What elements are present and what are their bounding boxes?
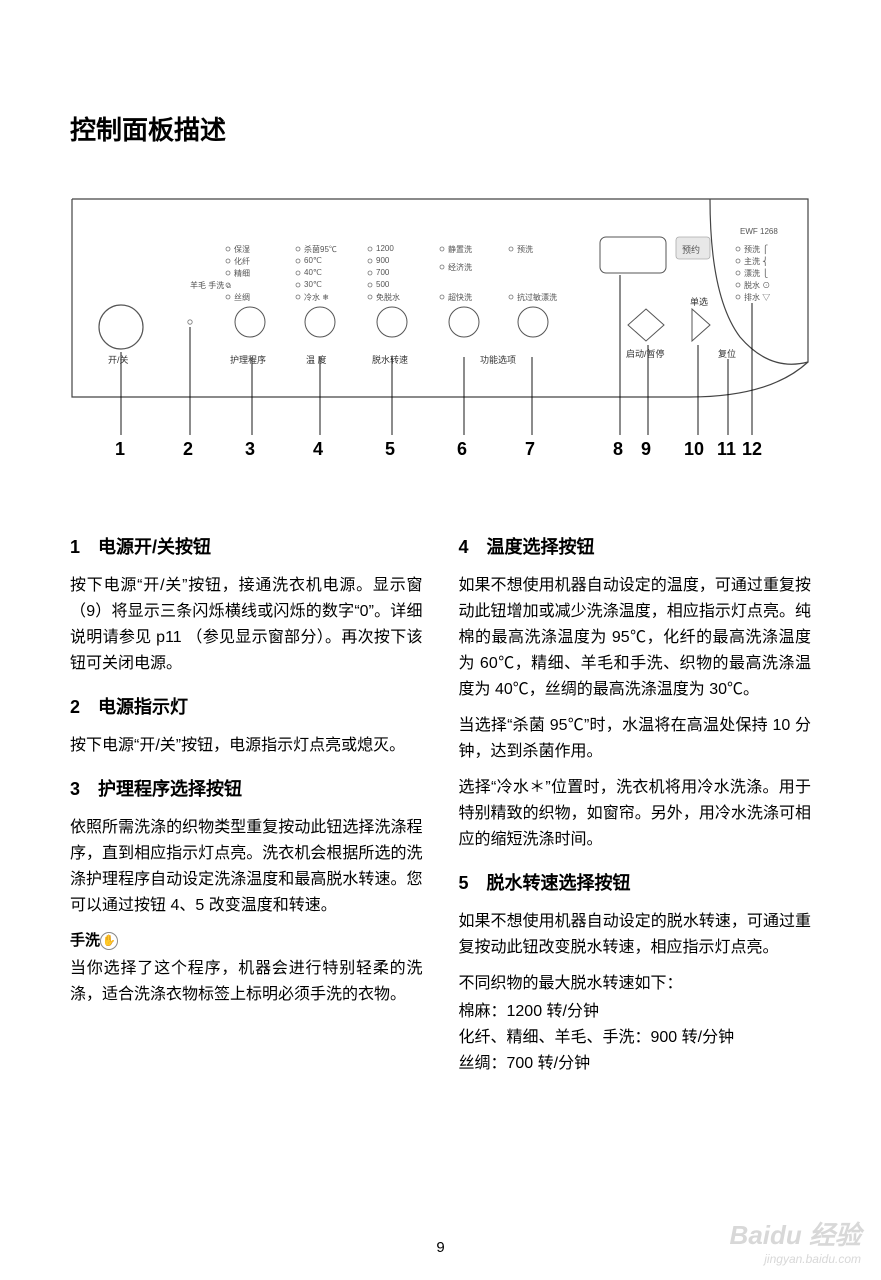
led-label: 静置洗 <box>448 244 472 255</box>
led-label: 羊毛 手洗 ⌂ <box>190 280 231 291</box>
callout-8: 8 <box>613 439 623 460</box>
section-num: 1 <box>70 537 98 558</box>
knob-label: 功能选项 <box>480 353 516 366</box>
section-2-body: 按下电源“开/关”按钮，电源指示灯点亮或熄灭。 <box>70 733 423 759</box>
section-5-p2: 不同织物的最大脱水转速如下： <box>459 971 812 997</box>
spin-cotton: 棉麻：1200 转/分钟 <box>459 999 812 1025</box>
section-num: 4 <box>459 537 487 558</box>
callout-10: 10 <box>684 439 704 460</box>
callout-5: 5 <box>385 439 395 460</box>
section-1-body: 按下电源“开/关”按钮，接通洗衣机电源。显示窗（9）将显示三条闪烁横线或闪烁的数… <box>70 573 423 677</box>
led-label: 40℃ <box>304 268 322 277</box>
led-label: 漂洗 ⎩ <box>744 268 768 279</box>
knob-label: 温 度 <box>306 353 327 366</box>
section-4-p1: 如果不想使用机器自动设定的温度，可通过重复按动此钮增加或减少洗涤温度，相应指示灯… <box>459 573 812 703</box>
callout-1: 1 <box>115 439 125 460</box>
text-columns: 1电源开/关按钮 按下电源“开/关”按钮，接通洗衣机电源。显示窗（9）将显示三条… <box>70 517 811 1077</box>
section-title: 电源指示灯 <box>98 697 188 717</box>
section-2-head: 2电源指示灯 <box>70 693 423 719</box>
watermark-main: Baidu 经验 <box>730 1215 861 1252</box>
led-label: 60℃ <box>304 256 322 265</box>
callout-12: 12 <box>742 439 762 460</box>
led-label: 经济洗 <box>448 262 472 273</box>
panel-svg <box>70 197 810 457</box>
knob-label: 护理程序 <box>230 353 266 366</box>
section-num: 5 <box>459 873 487 894</box>
handwash-subhead: 手洗✋ <box>70 929 423 950</box>
led-label: 脱水 ⊙ <box>744 280 770 291</box>
page-title: 控制面板描述 <box>70 110 811 147</box>
section-num: 2 <box>70 697 98 718</box>
section-title: 温度选择按钮 <box>487 537 595 557</box>
led-label: 700 <box>376 268 389 277</box>
callout-2: 2 <box>183 439 193 460</box>
section-1-head: 1电源开/关按钮 <box>70 533 423 559</box>
led-label: 1200 <box>376 244 394 253</box>
handwash-label: 手洗 <box>70 932 100 949</box>
section-3-body: 依照所需洗涤的织物类型重复按动此钮选择洗涤程序，直到相应指示灯点亮。洗衣机会根据… <box>70 815 423 919</box>
led-label: 杀菌95℃ <box>304 244 337 255</box>
section-4-p2: 当选择“杀菌 95℃”时，水温将在高温处保持 10 分钟，达到杀菌作用。 <box>459 713 812 765</box>
led-label: 500 <box>376 280 389 289</box>
callout-6: 6 <box>457 439 467 460</box>
callout-11: 11 <box>717 439 736 460</box>
led-label: 保湿 <box>234 244 250 255</box>
section-5-head: 5脱水转速选择按钮 <box>459 869 812 895</box>
right-column: 4温度选择按钮 如果不想使用机器自动设定的温度，可通过重复按动此钮增加或减少洗涤… <box>459 517 812 1077</box>
preset-label: 预约 <box>682 243 700 256</box>
led-label: 排水 ▽ <box>744 292 770 303</box>
spin-silk: 丝绸：700 转/分钟 <box>459 1051 812 1077</box>
section-num: 3 <box>70 779 98 800</box>
callout-3: 3 <box>245 439 255 460</box>
led-label: 900 <box>376 256 389 265</box>
section-title: 脱水转速选择按钮 <box>487 873 631 893</box>
led-label: 丝绸 <box>234 292 250 303</box>
section-3-head: 3护理程序选择按钮 <box>70 775 423 801</box>
watermark: Baidu 经验 jingyan.baidu.com <box>730 1215 861 1266</box>
reset-label: 复位 <box>718 347 736 360</box>
led-label: 预洗 <box>517 244 533 255</box>
spin-synth: 化纤、精细、羊毛、手洗：900 转/分钟 <box>459 1025 812 1051</box>
section-4-head: 4温度选择按钮 <box>459 533 812 559</box>
page-number: 9 <box>436 1239 444 1256</box>
control-panel-diagram: 保湿 化纤 精细 羊毛 手洗 ⌂ 丝绸 杀菌95℃ 60℃ 40℃ 30℃ 冷水… <box>70 197 810 457</box>
callout-4: 4 <box>313 439 323 460</box>
section-5-p1: 如果不想使用机器自动设定的脱水转速，可通过重复按动此钮改变脱水转速，相应指示灯点… <box>459 909 812 961</box>
led-label: 抗过敏漂洗 <box>517 292 557 303</box>
callout-7: 7 <box>525 439 535 460</box>
handwash-icon: ✋ <box>100 932 118 950</box>
watermark-sub: jingyan.baidu.com <box>730 1252 861 1266</box>
callout-9: 9 <box>641 439 651 460</box>
model-label: EWF 1268 <box>740 227 778 236</box>
led-label: 超快洗 <box>448 292 472 303</box>
section-title: 护理程序选择按钮 <box>98 779 242 799</box>
led-label: 化纤 <box>234 256 250 267</box>
led-label: 免脱水 <box>376 292 400 303</box>
section-4-p3: 选择“冷水＊”位置时，洗衣机将用冷水洗涤。用于特别精致的织物，如窗帘。另外，用冷… <box>459 775 812 853</box>
led-label: 主洗 ⎨ <box>744 256 768 267</box>
led-label: 精细 <box>234 268 250 279</box>
led-label: 预洗 ⎧ <box>744 244 768 255</box>
start-label: 启动/暂停 <box>626 347 665 360</box>
led-label: 冷水 ❄ <box>304 292 329 303</box>
led-label: 30℃ <box>304 280 322 289</box>
section-title: 电源开/关按钮 <box>98 537 211 557</box>
section-3-body2: 当你选择了这个程序，机器会进行特别轻柔的洗涤，适合洗涤衣物标签上标明必须手洗的衣… <box>70 956 423 1008</box>
single-label: 单选 <box>690 295 708 308</box>
left-column: 1电源开/关按钮 按下电源“开/关”按钮，接通洗衣机电源。显示窗（9）将显示三条… <box>70 517 423 1077</box>
knob-label: 脱水转速 <box>372 353 408 366</box>
knob-label: 开/关 <box>108 353 129 366</box>
